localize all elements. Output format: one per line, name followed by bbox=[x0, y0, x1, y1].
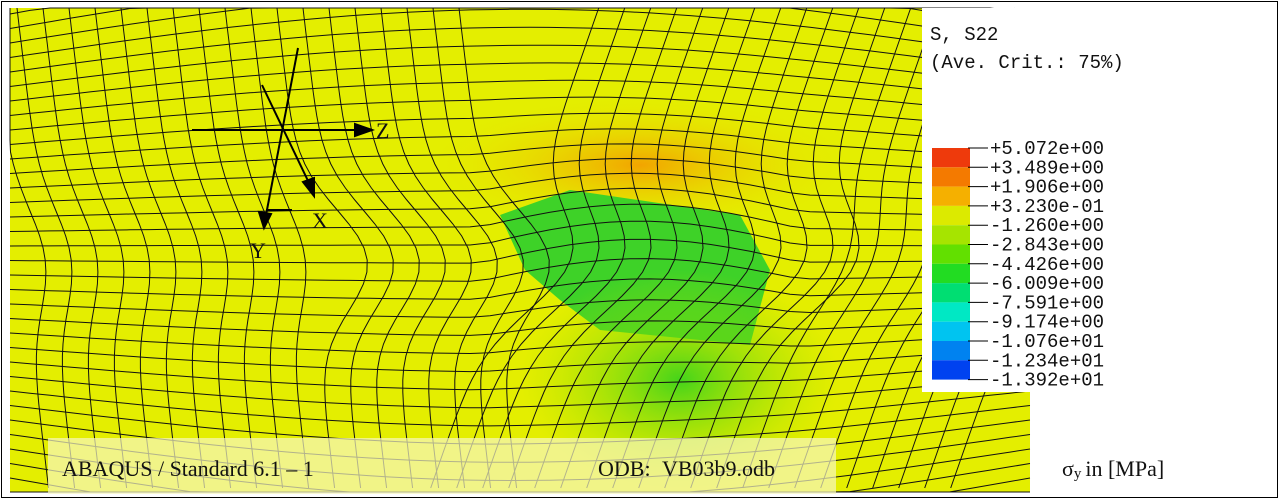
quantity-unit: in [MPa] bbox=[1085, 456, 1164, 481]
legend-label: -7.591e+00 bbox=[990, 292, 1104, 314]
mesh-line bbox=[9, 79, 1031, 116]
mesh-line bbox=[276, 7, 368, 489]
legend-swatch bbox=[932, 360, 970, 380]
mesh-line bbox=[9, 347, 1031, 373]
mesh-line bbox=[302, 7, 394, 489]
legend-swatch bbox=[932, 167, 970, 187]
mesh-line bbox=[406, 7, 498, 489]
axis-label-x: X bbox=[312, 208, 328, 233]
mesh-line bbox=[9, 7, 1031, 44]
mesh-line bbox=[430, 7, 600, 489]
mesh-line bbox=[534, 7, 704, 489]
legend-swatch bbox=[932, 321, 970, 341]
legend-swatch bbox=[932, 148, 970, 168]
legend-swatch bbox=[932, 244, 970, 264]
legend-label: +5.072e+00 bbox=[990, 138, 1104, 160]
mesh-line bbox=[768, 7, 938, 489]
mesh-line bbox=[328, 7, 420, 489]
mesh-line bbox=[250, 7, 310, 489]
legend-swatch bbox=[932, 263, 970, 284]
mesh-line bbox=[146, 7, 206, 489]
legend-swatch bbox=[932, 341, 970, 361]
mesh-line bbox=[742, 7, 912, 489]
legend-label: -1.234e+01 bbox=[990, 350, 1104, 372]
mesh-line bbox=[9, 8, 50, 489]
tension-zone bbox=[420, 95, 860, 235]
mesh-line bbox=[9, 278, 1031, 300]
axis-label-y: Y bbox=[250, 238, 266, 263]
mesh-line bbox=[432, 7, 524, 489]
mesh-line bbox=[9, 128, 1031, 160]
mesh-line bbox=[9, 26, 1031, 73]
legend-label: +3.230e-01 bbox=[990, 196, 1104, 218]
triad bbox=[192, 47, 376, 231]
mesh-line bbox=[458, 7, 550, 489]
legend-swatch bbox=[932, 186, 970, 206]
mesh-line bbox=[9, 390, 1031, 427]
mesh-line bbox=[716, 7, 886, 489]
axis-label-z: Z bbox=[376, 118, 389, 143]
mesh-line bbox=[612, 7, 782, 489]
mesh-line bbox=[94, 7, 154, 489]
legend-swatch bbox=[932, 283, 970, 303]
legend-label: +3.489e+00 bbox=[990, 157, 1104, 179]
mesh-line bbox=[9, 203, 1031, 232]
legend-swatch bbox=[932, 205, 970, 226]
mesh-line bbox=[9, 8, 1031, 58]
legend: +5.072e+00+3.489e+00+1.906e+00+3.230e-01… bbox=[932, 138, 1104, 392]
mesh-line bbox=[456, 7, 626, 489]
mesh-line bbox=[508, 7, 678, 489]
mesh-line bbox=[9, 299, 1031, 318]
mesh-line bbox=[690, 7, 860, 489]
legend-swatch bbox=[932, 302, 970, 322]
mesh-line bbox=[9, 332, 1031, 355]
legend-label: -2.843e+00 bbox=[990, 235, 1104, 257]
product-label: ABAQUS / Standard 6.1 – 1 bbox=[62, 456, 314, 481]
mesh-line bbox=[9, 112, 1031, 145]
mesh-line bbox=[354, 7, 446, 489]
mesh-line bbox=[9, 62, 1031, 102]
footer-band bbox=[48, 438, 836, 494]
mesh-line bbox=[9, 258, 1031, 282]
legend-label: -9.174e+00 bbox=[990, 312, 1104, 334]
mesh-line bbox=[560, 7, 730, 489]
mesh-line bbox=[586, 7, 756, 489]
legend-label: -4.426e+00 bbox=[990, 254, 1104, 276]
mesh-line bbox=[638, 7, 808, 489]
quantity-label: σy in [MPa] bbox=[1062, 456, 1164, 482]
mesh-line bbox=[9, 220, 1031, 247]
quantity-symbol: σ bbox=[1062, 456, 1074, 481]
legend-swatch bbox=[932, 225, 970, 245]
mesh-line bbox=[224, 7, 284, 489]
mesh-line bbox=[9, 238, 1031, 264]
mesh-line bbox=[172, 7, 232, 489]
mesh-line bbox=[9, 157, 1031, 189]
contour-plot bbox=[9, 7, 1031, 493]
legend-label: -6.009e+00 bbox=[990, 273, 1104, 295]
legend-subtitle: (Ave. Crit.: 75%) bbox=[930, 52, 1124, 74]
quantity-subscript: y bbox=[1074, 466, 1082, 482]
mesh-line bbox=[9, 376, 1031, 409]
mesh-line bbox=[482, 7, 652, 489]
mesh-line bbox=[664, 7, 834, 489]
legend-title: S, S22 bbox=[930, 24, 998, 46]
mesh-line bbox=[9, 187, 1031, 218]
legend-label: +1.906e+00 bbox=[990, 177, 1104, 199]
mesh-line bbox=[380, 7, 472, 489]
legend-label: -1.076e+01 bbox=[990, 331, 1104, 353]
legend-panel bbox=[922, 8, 1270, 392]
mesh-line bbox=[42, 7, 102, 489]
mesh-line bbox=[198, 7, 258, 489]
legend-label: -1.392e+01 bbox=[990, 370, 1104, 392]
legend-label: -1.260e+00 bbox=[990, 215, 1104, 237]
odb-file: VB03b9.odb bbox=[662, 456, 775, 481]
mesh-line bbox=[68, 7, 128, 489]
odb-label: ODB: bbox=[598, 456, 651, 481]
mesh-line bbox=[120, 7, 180, 489]
mesh-line bbox=[16, 7, 76, 489]
mesh-line bbox=[9, 96, 1031, 131]
